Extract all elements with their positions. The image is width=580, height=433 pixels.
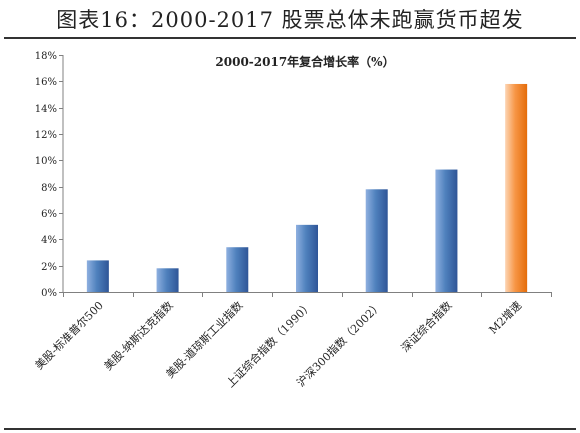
bar-m2 bbox=[505, 83, 528, 292]
y-tick-label: 4% bbox=[41, 235, 57, 246]
plot-area: 0% 2% 4% 6% 8% 10% 12% 14% 16% 18% 美股-标准普尔500美股-纳斯… bbox=[32, 51, 552, 390]
bar bbox=[365, 189, 388, 292]
bar bbox=[86, 260, 109, 292]
bar bbox=[435, 169, 458, 292]
y-tick-label: 14% bbox=[35, 104, 57, 115]
chart-title: 2000-2017年复合增长率（%） bbox=[215, 54, 394, 69]
bar bbox=[156, 268, 179, 292]
x-tick-label: M2增速 bbox=[486, 298, 524, 336]
y-tick-label: 10% bbox=[35, 156, 57, 167]
figure-title: 图表16：2000-2017 股票总体未跑赢货币超发 bbox=[56, 8, 524, 32]
y-tick-label: 8% bbox=[41, 183, 57, 194]
y-tick-label: 2% bbox=[41, 262, 57, 273]
y-tick-label: 12% bbox=[35, 130, 57, 141]
bar bbox=[226, 247, 249, 292]
y-tick-label: 0% bbox=[41, 288, 57, 299]
bar bbox=[296, 224, 318, 292]
y-tick-label: 18% bbox=[35, 51, 57, 62]
x-tick-label: 美股-标准普尔500 bbox=[32, 298, 106, 372]
x-tick-label: 美股-纳斯达克指数 bbox=[101, 298, 176, 373]
x-tick-label: 美股-道琼斯工业指数 bbox=[163, 298, 246, 381]
bottom-rule bbox=[4, 428, 576, 430]
y-tick-label: 6% bbox=[41, 209, 57, 220]
top-rule bbox=[4, 37, 576, 39]
x-tick-label: 深证综合指数 bbox=[398, 298, 455, 355]
y-tick-label: 16% bbox=[35, 77, 57, 88]
